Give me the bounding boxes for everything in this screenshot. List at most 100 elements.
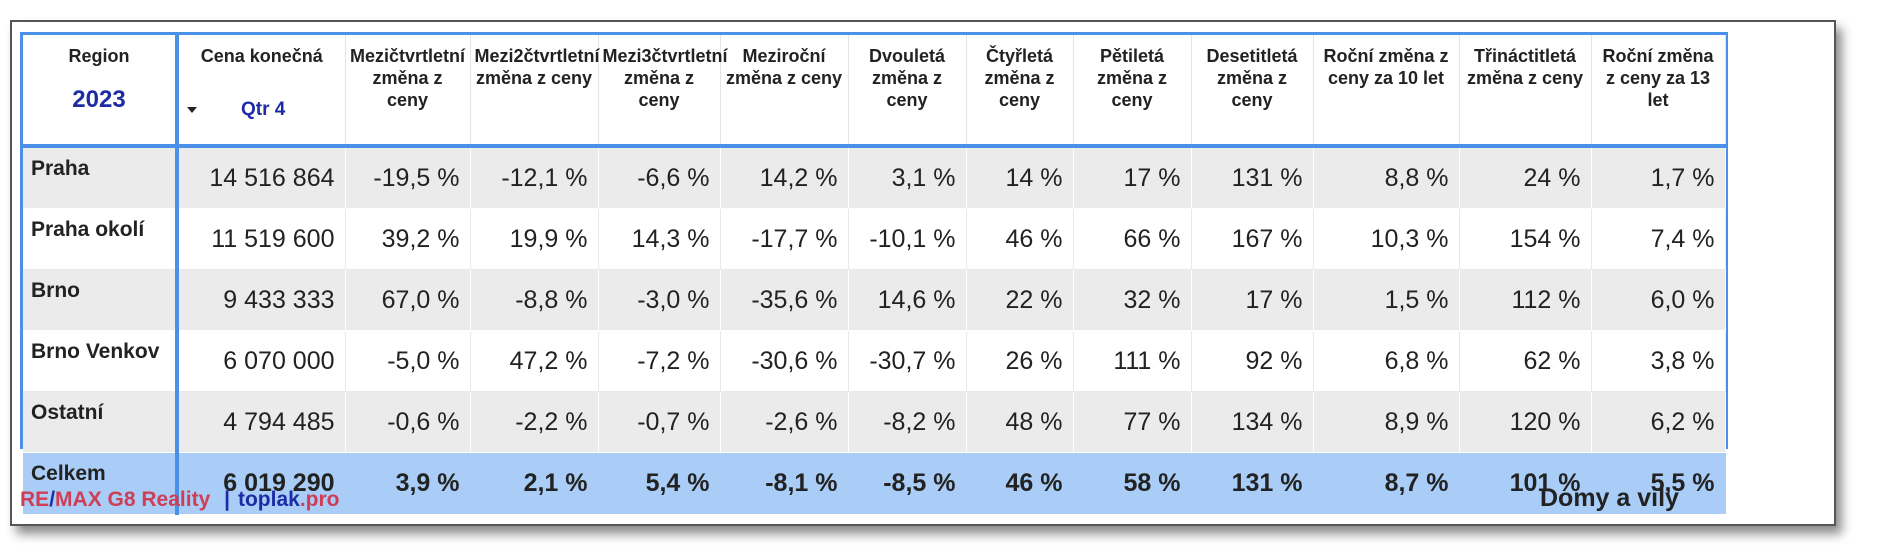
change-cell: -8,1 % xyxy=(720,452,849,515)
change-cell: 46 % xyxy=(966,208,1074,270)
brand-slash: / xyxy=(49,488,56,511)
change-cell: 22 % xyxy=(966,269,1074,331)
change-cell: -10,1 % xyxy=(848,208,967,270)
change-cell: 111 % xyxy=(1073,330,1192,392)
brand-re: RE xyxy=(20,488,50,511)
region-header: Region 2023 xyxy=(23,35,178,146)
region-cell: Brno xyxy=(23,269,178,331)
header-row: Region 2023 Cena konečná Qtr 4 Mezičtvrt… xyxy=(23,35,1726,146)
change-cell: 24 % xyxy=(1459,146,1592,209)
column-header: Mezi2čtvrtletní změna z ceny xyxy=(470,35,600,146)
change-cell: 5,4 % xyxy=(598,452,721,515)
change-cell: 3,1 % xyxy=(848,146,967,209)
price-header: Cena konečná Qtr 4 xyxy=(175,35,346,146)
total-row: Celkem 6 019 290 3,9 % 2,1 % 5,4 % -8,1 % -8,5… xyxy=(23,452,1726,515)
column-header: Meziroční změna z ceny xyxy=(720,35,849,146)
change-cell: -30,6 % xyxy=(720,330,849,392)
table-body: Praha 14 516 864 -19,5 % -12,1 % -6,6 % 14,2 … xyxy=(23,146,1726,515)
column-header: Dvouletá změna z ceny xyxy=(848,35,967,146)
brand-name: MAX G8 Reality xyxy=(55,488,211,511)
change-cell: 14,6 % xyxy=(848,269,967,331)
region-cell: Celkem xyxy=(23,452,178,515)
change-cell: 1,5 % xyxy=(1313,269,1460,331)
change-cell: 6,2 % xyxy=(1591,391,1726,453)
column-header: Třináctitletá změna z ceny xyxy=(1459,35,1592,146)
price-cell: 6 019 290 xyxy=(175,452,346,515)
change-cell: 77 % xyxy=(1073,391,1192,453)
change-cell: 1,7 % xyxy=(1591,146,1726,209)
change-cell: -8,8 % xyxy=(470,269,599,331)
table-row: Ostatní 4 794 485 -0,6 % -2,2 % -0,7 % -2,6 %… xyxy=(23,391,1726,453)
change-cell: 26 % xyxy=(966,330,1074,392)
change-cell: -3,0 % xyxy=(598,269,721,331)
change-cell: 14 % xyxy=(966,146,1074,209)
region-cell: Praha xyxy=(23,146,178,209)
change-cell: 48 % xyxy=(966,391,1074,453)
change-cell: 62 % xyxy=(1459,330,1592,392)
price-header-label: Cena konečná xyxy=(200,46,323,66)
change-cell: 67,0 % xyxy=(345,269,471,331)
change-cell: -2,2 % xyxy=(470,391,599,453)
change-cell: 167 % xyxy=(1191,208,1314,270)
change-cell: 8,8 % xyxy=(1313,146,1460,209)
change-cell: -0,6 % xyxy=(345,391,471,453)
column-header: Čtyřletá změna z ceny xyxy=(966,35,1074,146)
region-cell: Brno Venkov xyxy=(23,330,178,392)
change-cell: 14,2 % xyxy=(720,146,849,209)
quarter-filter[interactable]: Qtr 4 xyxy=(241,99,286,120)
report-card: Region 2023 Cena konečná Qtr 4 Mezičtvrt… xyxy=(10,20,1836,526)
price-cell: 11 519 600 xyxy=(175,208,346,270)
change-cell: -12,1 % xyxy=(470,146,599,209)
price-cell: 9 433 333 xyxy=(175,269,346,331)
brand-separator: | xyxy=(224,488,230,511)
column-header: Mezičtvrtletní změna z ceny xyxy=(345,35,471,146)
change-cell: 66 % xyxy=(1073,208,1192,270)
change-cell: 112 % xyxy=(1459,269,1592,331)
region-cell: Praha okolí xyxy=(23,208,178,270)
price-table: Region 2023 Cena konečná Qtr 4 Mezičtvrt… xyxy=(23,35,1726,515)
change-cell: 17 % xyxy=(1191,269,1314,331)
brand-footer: RE/MAX G8 Reality | toplak.pro xyxy=(20,488,340,512)
site-tld[interactable]: .pro xyxy=(299,488,340,511)
change-cell: -19,5 % xyxy=(345,146,471,209)
change-cell: 6,0 % xyxy=(1591,269,1726,331)
change-cell: 17 % xyxy=(1073,146,1192,209)
column-header: Mezi3čtvrtletní změna z ceny xyxy=(598,35,728,146)
change-cell: -0,7 % xyxy=(598,391,721,453)
change-cell: 58 % xyxy=(1073,452,1192,515)
change-cell: 2,1 % xyxy=(470,452,599,515)
change-cell: 5,5 % xyxy=(1591,452,1726,515)
change-cell: 46 % xyxy=(966,452,1074,515)
change-cell: -30,7 % xyxy=(848,330,967,392)
change-cell: 131 % xyxy=(1191,146,1314,209)
change-cell: 7,4 % xyxy=(1591,208,1726,270)
change-cell: 134 % xyxy=(1191,391,1314,453)
change-cell: 101 % xyxy=(1459,452,1592,515)
change-cell: 10,3 % xyxy=(1313,208,1460,270)
column-header: Roční změna z ceny za 10 let xyxy=(1313,35,1460,146)
change-cell: -7,2 % xyxy=(598,330,721,392)
dropdown-caret-icon[interactable] xyxy=(187,107,197,113)
change-cell: 14,3 % xyxy=(598,208,721,270)
change-cell: 47,2 % xyxy=(470,330,599,392)
change-cell: 120 % xyxy=(1459,391,1592,453)
table-row: Praha okolí 11 519 600 39,2 % 19,9 % 14,3 % -… xyxy=(23,208,1726,270)
change-cell: -5,0 % xyxy=(345,330,471,392)
change-cell: 32 % xyxy=(1073,269,1192,331)
change-cell: 39,2 % xyxy=(345,208,471,270)
change-cell: -8,2 % xyxy=(848,391,967,453)
change-cell: 3,8 % xyxy=(1591,330,1726,392)
change-cell: 6,8 % xyxy=(1313,330,1460,392)
change-cell: 131 % xyxy=(1191,452,1314,515)
table-row: Praha 14 516 864 -19,5 % -12,1 % -6,6 % 14,2 … xyxy=(23,146,1726,209)
price-cell: 6 070 000 xyxy=(175,330,346,392)
price-cell: 4 794 485 xyxy=(175,391,346,453)
region-header-label: Region xyxy=(68,46,130,66)
change-cell: -2,6 % xyxy=(720,391,849,453)
table-row: Brno 9 433 333 67,0 % -8,8 % -3,0 % -35,6 % 14… xyxy=(23,269,1726,331)
year-filter[interactable]: 2023 xyxy=(72,86,126,113)
change-cell: 3,9 % xyxy=(345,452,471,515)
site-name[interactable]: toplak xyxy=(237,488,300,511)
change-cell: 154 % xyxy=(1459,208,1592,270)
column-header: Pětiletá změna z ceny xyxy=(1073,35,1192,146)
